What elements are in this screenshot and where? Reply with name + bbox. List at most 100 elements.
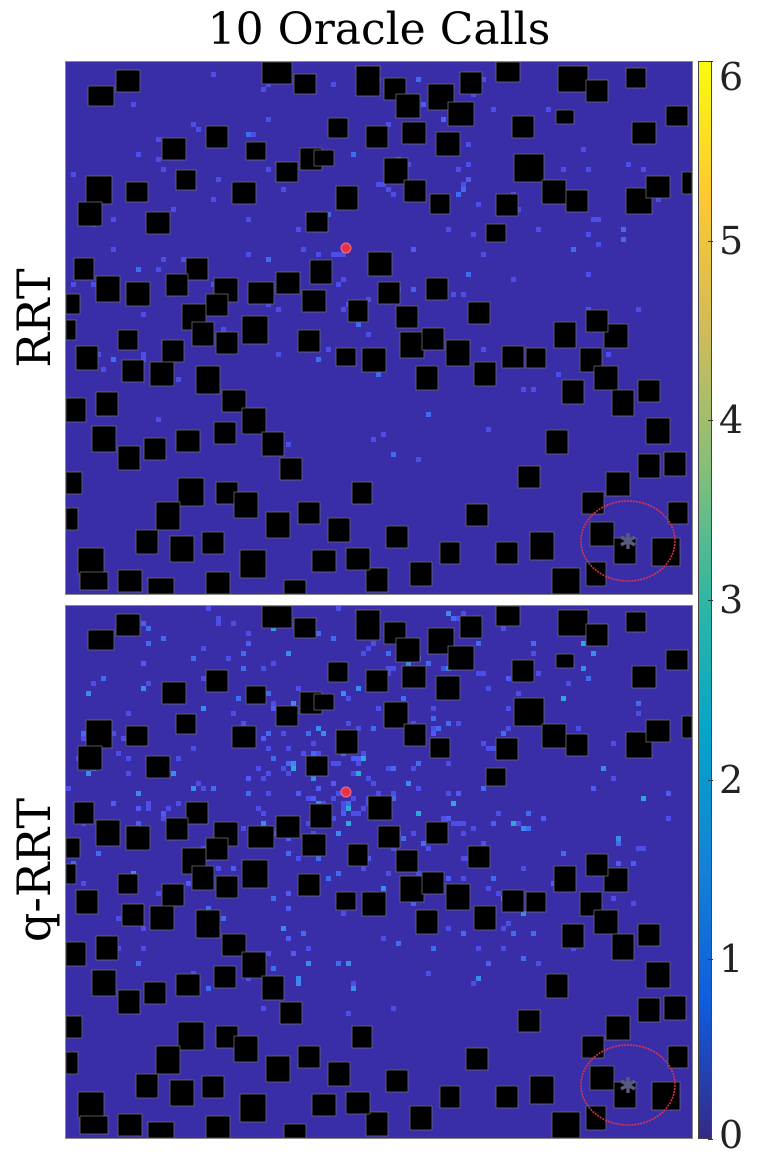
visit-cell (471, 92, 476, 97)
visit-cell (156, 137, 161, 142)
visit-cell (451, 801, 456, 806)
visit-cell (176, 756, 181, 761)
obstacle (145, 755, 171, 779)
obstacle (385, 525, 409, 549)
obstacle (605, 471, 631, 497)
visit-cell (381, 432, 386, 437)
visit-cell (316, 252, 321, 257)
obstacle (395, 637, 421, 663)
obstacle (555, 109, 575, 125)
visit-cell (351, 796, 356, 801)
visit-cell (656, 197, 661, 202)
visit-cell (141, 686, 146, 691)
visit-cell (361, 806, 366, 811)
obstacle (681, 171, 692, 195)
visit-cell (406, 661, 411, 666)
visit-cell (341, 811, 346, 816)
visit-cell (521, 866, 526, 871)
obstacle (439, 1085, 461, 1109)
visit-cell (591, 651, 596, 656)
visit-cell (296, 981, 301, 986)
visit-cell (346, 801, 351, 806)
obstacle (667, 501, 689, 525)
obstacle (233, 491, 259, 519)
obstacle (215, 875, 239, 899)
start-marker (340, 242, 352, 254)
obstacle (175, 429, 201, 453)
obstacle (205, 571, 231, 594)
visit-cell (366, 646, 371, 651)
colorbar-tick-mark (708, 779, 713, 781)
visit-cell (206, 986, 211, 991)
obstacle (557, 65, 589, 93)
obstacle (557, 609, 589, 637)
obstacle (435, 131, 461, 157)
obstacle (175, 169, 197, 191)
colorbar-tick-mark (708, 61, 713, 62)
obstacle (239, 1093, 267, 1123)
visit-cell (311, 741, 316, 746)
obstacle (115, 69, 141, 93)
visit-cell (136, 961, 141, 966)
obstacle (297, 1045, 321, 1069)
visit-cell (446, 816, 451, 821)
visit-cell (71, 172, 76, 177)
obstacle (545, 973, 569, 999)
visit-cell (156, 891, 161, 896)
visit-cell (431, 726, 436, 731)
visit-cell (281, 187, 286, 192)
visit-cell (446, 227, 451, 232)
obstacle (365, 669, 389, 693)
obstacle (231, 725, 257, 749)
obstacle (241, 407, 267, 435)
visit-cell (461, 831, 466, 836)
obstacle (625, 67, 647, 89)
obstacle (117, 989, 141, 1015)
obstacle (275, 271, 301, 295)
visit-cell (596, 217, 601, 222)
visit-cell (246, 252, 251, 257)
visit-cell (456, 616, 461, 621)
obstacle (395, 849, 419, 873)
visit-cell (171, 771, 176, 776)
obstacle (553, 865, 577, 893)
visit-cell (531, 931, 536, 936)
visit-cell (386, 187, 391, 192)
visit-cell (341, 806, 346, 811)
visit-cell (491, 821, 496, 826)
visit-cell (461, 821, 466, 826)
visit-cell (416, 811, 421, 816)
obstacle (66, 507, 79, 531)
obstacle (177, 1021, 205, 1051)
colorbar-tick-1: 1 (719, 937, 744, 982)
visit-cell (521, 911, 526, 916)
visit-cell (276, 307, 281, 312)
visit-cell (291, 701, 296, 706)
visit-cell (201, 706, 206, 711)
visit-cell (571, 247, 576, 252)
visit-cell (286, 746, 291, 751)
visit-cell (336, 252, 341, 257)
visit-cell (536, 961, 541, 966)
obstacle (145, 211, 171, 235)
visit-cell (136, 267, 141, 272)
obstacle (415, 365, 439, 391)
obstacle (473, 361, 497, 387)
visit-cell (461, 611, 466, 616)
visit-cell (171, 207, 176, 212)
obstacle (95, 819, 121, 847)
obstacle (565, 189, 589, 213)
visit-cell (191, 786, 196, 791)
visit-cell (636, 711, 641, 716)
visit-cell (336, 831, 341, 836)
visit-cell (201, 676, 206, 681)
obstacle (465, 503, 489, 527)
obstacle (529, 531, 555, 561)
visit-cell (281, 731, 286, 736)
visit-cell (341, 801, 346, 806)
visit-cell (331, 796, 336, 801)
obstacle (399, 331, 425, 359)
visit-cell (291, 766, 296, 771)
visit-cell (131, 871, 136, 876)
obstacle (517, 465, 541, 489)
